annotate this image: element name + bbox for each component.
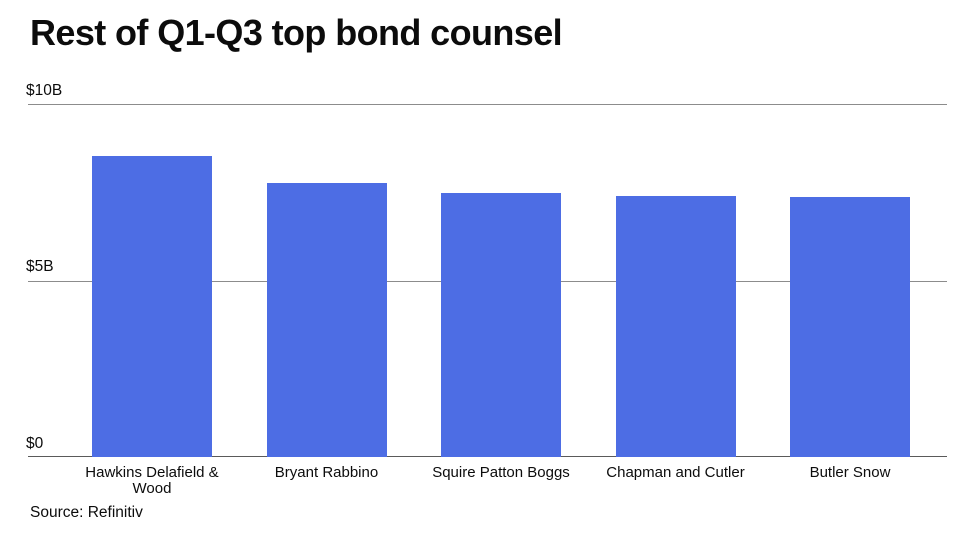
bar-butler-snow [790,196,910,457]
gridline-10b [28,104,947,105]
bar-group-squire-patton-boggs: Squire Patton Boggs [432,104,570,480]
y-tick-label-5b: $5B [26,258,54,275]
bar-group-chapman-and-cutler: Chapman and Cutler [606,104,745,480]
bar-group-bryant-rabbino: Bryant Rabbino [266,104,387,480]
x-axis-label-butler-snow: Butler Snow [809,464,891,481]
chart-title: Rest of Q1-Q3 top bond counsel [30,12,563,53]
plot-area: $10B $5B $0 Hawkins Delafield & Wood Bry… [26,82,947,496]
x-axis-label-bryant-rabbino: Bryant Rabbino [274,464,379,481]
x-axis-label-chapman-and-cutler: Chapman and Cutler [606,464,745,481]
bar-bryant-rabbino [266,183,387,457]
x-axis-label-squire-patton-boggs: Squire Patton Boggs [432,464,570,481]
bar-squire-patton-boggs [441,192,561,457]
y-tick-label-10b: $10B [26,81,63,99]
bar-group-butler-snow: Butler Snow [790,104,910,480]
bar-group-hawkins-delafield-wood: Hawkins Delafield & Wood [85,104,219,496]
x-axis-label-hawkins-delafield-wood: Hawkins Delafield & Wood [85,464,219,497]
bar-chapman-and-cutler [615,195,736,457]
source-attribution: Source: Refinitiv [30,504,143,521]
bar-hawkins-delafield-wood [92,155,212,457]
y-tick-label-0: $0 [26,434,44,452]
bars-row: Hawkins Delafield & Wood Bryant Rabbino … [85,104,910,496]
